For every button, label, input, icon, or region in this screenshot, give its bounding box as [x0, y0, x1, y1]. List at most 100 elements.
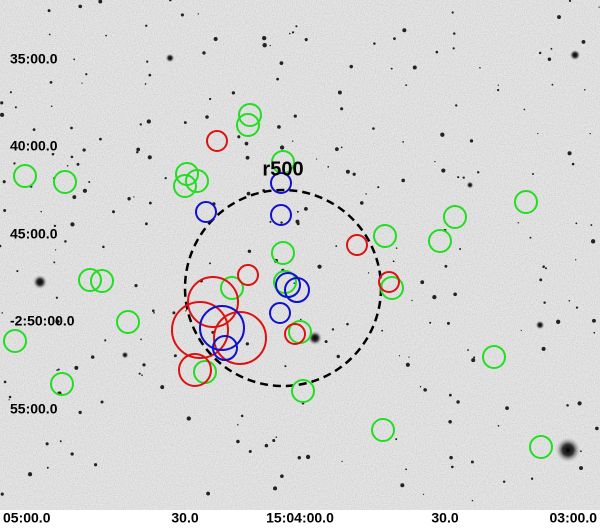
source	[517, 222, 520, 224]
source	[105, 34, 107, 37]
source	[550, 47, 553, 50]
source	[209, 262, 211, 265]
green-marker	[291, 379, 315, 403]
source	[66, 164, 69, 167]
source	[429, 321, 432, 324]
source	[556, 319, 561, 324]
source	[544, 267, 547, 270]
source	[579, 466, 583, 471]
source	[593, 331, 596, 334]
source	[160, 385, 165, 390]
source	[479, 66, 481, 69]
source	[70, 155, 74, 159]
source	[152, 309, 155, 312]
dec-label: 35:00.0	[10, 51, 58, 67]
source	[305, 454, 311, 460]
ra-label: 05:00.0	[3, 510, 51, 526]
source	[589, 132, 591, 135]
source	[3, 380, 7, 384]
blue-marker	[269, 302, 291, 324]
source	[367, 272, 370, 274]
source	[9, 91, 12, 94]
red-marker	[213, 311, 267, 365]
source	[51, 152, 55, 156]
source	[197, 13, 200, 15]
source	[293, 114, 297, 118]
source	[451, 11, 454, 14]
source	[55, 319, 60, 324]
source	[444, 264, 448, 268]
source	[595, 426, 599, 431]
source	[136, 151, 139, 154]
source	[293, 282, 296, 284]
green-marker	[373, 224, 397, 248]
source	[54, 249, 57, 251]
source	[422, 493, 425, 496]
source	[341, 460, 343, 463]
source	[390, 67, 393, 70]
source	[470, 460, 474, 464]
source	[496, 88, 500, 92]
source	[247, 249, 252, 254]
source	[539, 278, 543, 282]
source	[81, 82, 83, 84]
source	[340, 146, 343, 149]
source	[448, 393, 452, 397]
source	[337, 90, 342, 95]
source	[452, 47, 455, 50]
source	[64, 240, 67, 243]
sky-noise	[0, 0, 600, 510]
ra-label: 30.0	[171, 510, 198, 526]
source	[85, 73, 88, 76]
source	[405, 362, 410, 367]
red-marker	[206, 130, 228, 152]
green-marker	[236, 113, 260, 137]
source	[275, 436, 278, 438]
green-marker	[90, 269, 114, 293]
source	[547, 57, 552, 61]
source	[8, 395, 12, 399]
source	[70, 126, 73, 130]
source	[78, 410, 82, 415]
source	[336, 354, 340, 359]
source	[420, 280, 425, 285]
source	[82, 148, 86, 152]
source	[471, 499, 474, 502]
green-marker	[78, 268, 102, 292]
source	[147, 155, 152, 160]
source	[16, 270, 19, 273]
source	[590, 239, 596, 244]
source	[446, 321, 450, 325]
source	[566, 404, 569, 407]
source	[405, 468, 408, 471]
source	[505, 406, 509, 411]
source	[284, 365, 287, 368]
source	[202, 51, 206, 55]
source	[100, 400, 104, 404]
ra-label: 15:04:00.0	[266, 510, 334, 526]
red-marker	[378, 271, 400, 293]
bright-source	[165, 53, 175, 63]
source	[99, 137, 102, 141]
source	[296, 210, 299, 213]
source	[288, 32, 291, 35]
blue-marker	[270, 172, 292, 194]
source	[48, 33, 51, 36]
blue-marker	[195, 201, 217, 223]
green-marker	[371, 418, 395, 442]
source	[136, 147, 141, 152]
source	[272, 438, 276, 443]
source	[245, 342, 249, 346]
source	[279, 61, 284, 66]
red-marker	[237, 264, 259, 286]
source	[295, 25, 298, 28]
source	[186, 416, 191, 421]
source	[74, 365, 79, 370]
bright-source	[569, 49, 581, 61]
source	[153, 312, 155, 314]
source	[127, 197, 131, 201]
source	[93, 463, 98, 467]
source	[340, 107, 344, 111]
source	[453, 32, 456, 35]
bright-source	[554, 436, 582, 464]
